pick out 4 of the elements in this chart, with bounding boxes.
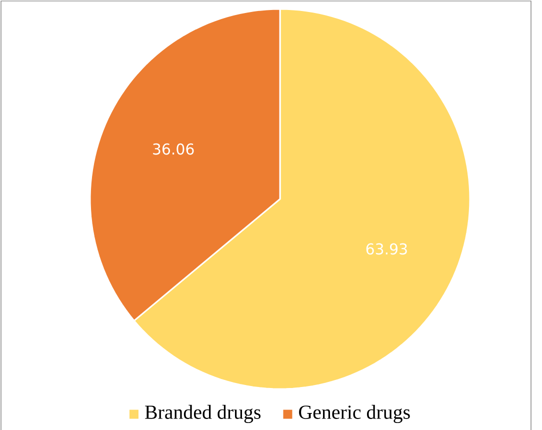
legend-label: Branded drugs xyxy=(145,404,260,423)
data-label: 63.93 xyxy=(366,243,407,254)
legend-label: Generic drugs xyxy=(299,404,410,423)
data-label: 36.06 xyxy=(153,143,194,155)
